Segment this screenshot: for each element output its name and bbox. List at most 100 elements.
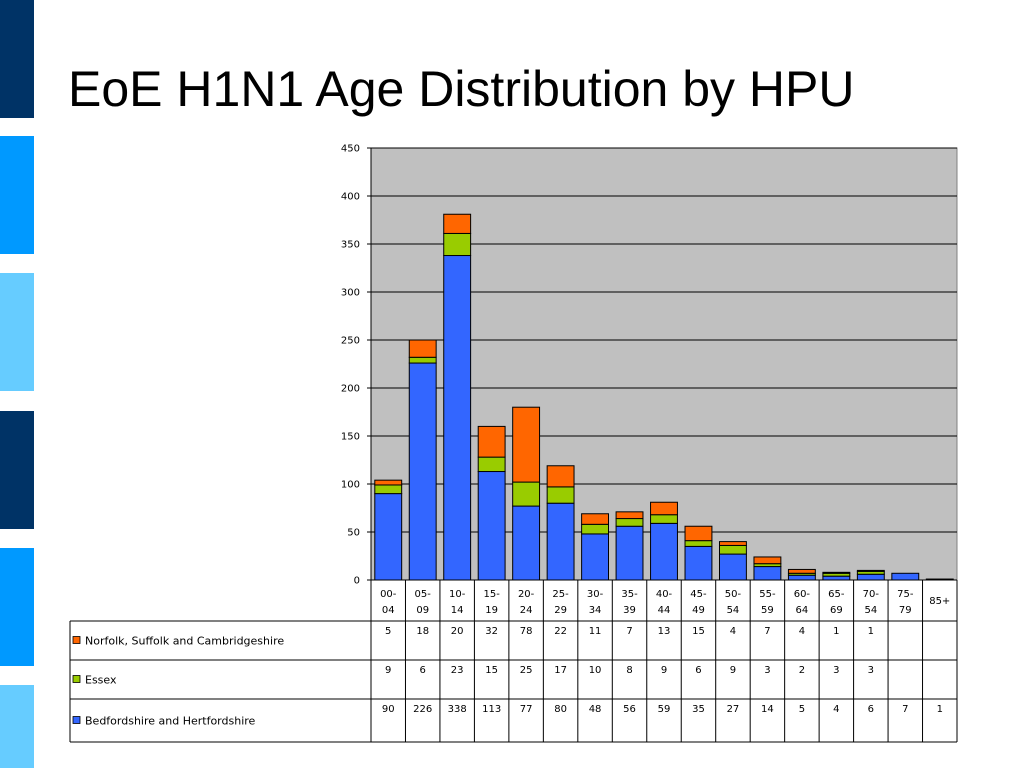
bar-segment — [718, 541, 747, 546]
bar-segment — [891, 572, 920, 581]
legend-swatch — [72, 716, 81, 724]
bar-segment — [856, 573, 885, 581]
table-cell-value: 3 — [764, 665, 770, 676]
x-category-label: 44 — [658, 605, 671, 616]
table-cell-value: 23 — [451, 665, 464, 676]
bar-segment — [374, 493, 403, 581]
bar-segment — [408, 339, 437, 358]
bar-segment — [650, 514, 678, 524]
bar-segment — [581, 533, 610, 581]
bar-segment — [581, 513, 610, 525]
table-cell-value: 9 — [730, 665, 736, 676]
y-tick-label: 400 — [341, 192, 360, 203]
x-category-label: 04 — [382, 605, 395, 616]
x-category-label: 14 — [451, 605, 464, 616]
table-cell-value: 8 — [626, 665, 632, 676]
table-cell-value: 14 — [761, 704, 774, 715]
table-cell-value: 80 — [554, 704, 567, 715]
bar-segment — [408, 362, 437, 581]
x-category-label: 50- — [725, 589, 742, 600]
bar-segment — [822, 575, 851, 581]
table-cell-value: 77 — [520, 704, 533, 715]
bar-segment — [822, 571, 851, 574]
x-category-label: 24 — [520, 605, 533, 616]
y-tick-label: 450 — [341, 144, 360, 155]
table-cell-value: 56 — [623, 704, 636, 715]
table-cell-value: 1 — [833, 626, 839, 637]
table-cell-value: 15 — [692, 626, 705, 637]
bar-segment — [615, 525, 644, 581]
bar-segment — [374, 479, 403, 486]
bar-segment — [546, 465, 575, 488]
x-category-label: 34 — [589, 605, 602, 616]
x-category-label: 55- — [759, 589, 776, 600]
legend-label: Bedfordshire and Hertfordshire — [85, 715, 256, 728]
y-tick-label: 0 — [354, 576, 360, 587]
bar-segment — [684, 525, 713, 542]
bar-segment — [753, 556, 782, 565]
table-cell-value: 18 — [416, 626, 429, 637]
bar-segment — [615, 518, 644, 527]
table-cell-value: 9 — [661, 665, 667, 676]
table-cell-value: 1 — [937, 704, 943, 715]
table-cell-value: 59 — [658, 704, 671, 715]
x-category-label: 54 — [864, 605, 877, 616]
x-category-label: 64 — [796, 605, 809, 616]
side-block-dark-1 — [0, 0, 34, 118]
table-cell-value: 17 — [554, 665, 567, 676]
y-tick-label: 300 — [341, 288, 360, 299]
bar-segment — [512, 481, 541, 507]
table-cell-value: 5 — [799, 704, 805, 715]
table-cell-value: 7 — [764, 626, 770, 637]
bar-segment — [787, 574, 816, 581]
x-category-label: 35- — [621, 589, 638, 600]
x-category-label: 00- — [380, 589, 397, 600]
bar-segment — [477, 471, 506, 581]
x-category-label: 54 — [727, 605, 740, 616]
x-category-label: 20- — [518, 589, 535, 600]
table-cell-value: 3 — [868, 665, 874, 676]
x-category-label: 05- — [415, 589, 432, 600]
bar-segment — [546, 486, 575, 504]
x-category-label: 09 — [416, 605, 429, 616]
table-cell-value: 6 — [695, 665, 701, 676]
table-cell-value: 90 — [382, 704, 395, 715]
x-category-label: 29 — [554, 605, 567, 616]
table-cell-value: 15 — [485, 665, 498, 676]
decorative-side-bar — [0, 0, 34, 768]
x-category-label: 49 — [692, 605, 705, 616]
bar-segment — [443, 255, 472, 581]
y-tick-label: 250 — [341, 336, 360, 347]
bar-segment — [443, 232, 472, 257]
x-category-label: 30- — [587, 589, 604, 600]
x-category-label: 45- — [690, 589, 707, 600]
table-cell-value: 32 — [485, 626, 498, 637]
bar-segment — [477, 456, 506, 473]
x-category-label: 70- — [863, 589, 880, 600]
table-cell-value: 10 — [589, 665, 602, 676]
side-block-mid-2 — [0, 548, 34, 666]
bar-segment — [684, 545, 713, 581]
data-table: 00-0405-0910-1415-1920-2425-2930-3435-39… — [69, 579, 958, 743]
x-category-label: 25- — [552, 589, 569, 600]
table-cell-value: 78 — [520, 626, 533, 637]
legend-label: Essex — [85, 674, 117, 687]
table-cell-value: 4 — [730, 626, 736, 637]
y-axis-ticks: 0 50 100 150 200 250 300 350 400 450 — [341, 144, 372, 587]
x-category-label: 10- — [449, 589, 466, 600]
bar-segment — [615, 511, 644, 520]
x-category-label: 39 — [623, 605, 636, 616]
bar-segment — [718, 553, 747, 581]
x-category-label: 69 — [830, 605, 843, 616]
table-cell-value: 35 — [692, 704, 705, 715]
legend-label: Norfolk, Suffolk and Cambridgeshire — [85, 635, 284, 648]
side-block-light-1 — [0, 273, 34, 391]
side-block-mid-1 — [0, 136, 34, 254]
bar-segment — [512, 505, 541, 581]
table-cell-value: 6 — [868, 704, 874, 715]
x-category-label: 75- — [897, 589, 914, 600]
bars — [374, 213, 954, 581]
x-category-label: 85+ — [929, 596, 950, 607]
table-cell-value: 2 — [799, 665, 805, 676]
side-block-light-2 — [0, 685, 34, 768]
